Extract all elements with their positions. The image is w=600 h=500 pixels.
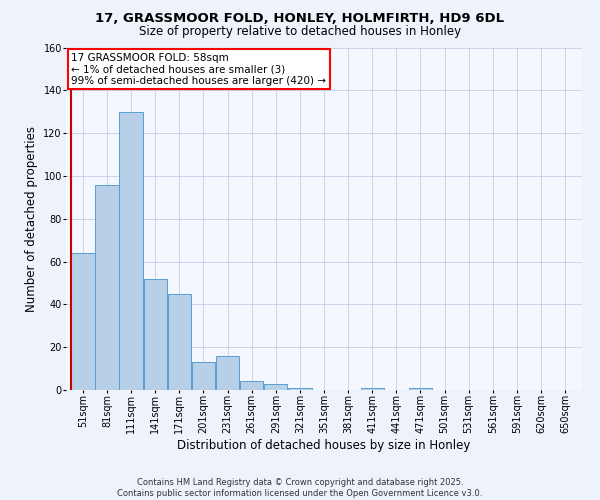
- Bar: [143, 278, 167, 390]
- Bar: [409, 388, 432, 390]
- Bar: [167, 294, 191, 390]
- Y-axis label: Number of detached properties: Number of detached properties: [25, 126, 38, 312]
- Bar: [192, 362, 215, 390]
- Bar: [361, 388, 384, 390]
- Bar: [264, 384, 287, 390]
- Text: Contains HM Land Registry data © Crown copyright and database right 2025.
Contai: Contains HM Land Registry data © Crown c…: [118, 478, 482, 498]
- Text: 17 GRASSMOOR FOLD: 58sqm
← 1% of detached houses are smaller (3)
99% of semi-det: 17 GRASSMOOR FOLD: 58sqm ← 1% of detache…: [71, 52, 326, 86]
- Text: 17, GRASSMOOR FOLD, HONLEY, HOLMFIRTH, HD9 6DL: 17, GRASSMOOR FOLD, HONLEY, HOLMFIRTH, H…: [95, 12, 505, 26]
- Bar: [216, 356, 239, 390]
- Bar: [240, 382, 263, 390]
- Bar: [119, 112, 143, 390]
- Bar: [95, 184, 119, 390]
- X-axis label: Distribution of detached houses by size in Honley: Distribution of detached houses by size …: [178, 439, 470, 452]
- Text: Size of property relative to detached houses in Honley: Size of property relative to detached ho…: [139, 25, 461, 38]
- Bar: [71, 253, 95, 390]
- Bar: [288, 388, 311, 390]
